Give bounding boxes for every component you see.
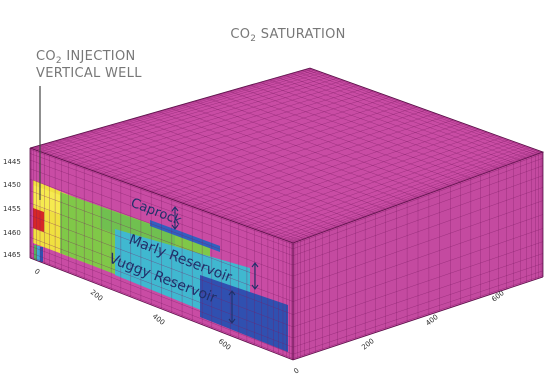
well-title-line1: CO2 INJECTION (36, 49, 136, 66)
grid-line (289, 150, 540, 242)
grid-line (293, 241, 543, 328)
grid-line (293, 263, 543, 348)
plume-red-zone (33, 208, 44, 232)
thickness-arrows (171, 206, 259, 324)
grid-line (293, 187, 543, 277)
front-axis-tick: 400 (151, 312, 166, 327)
grid-line (92, 87, 366, 171)
grid-line (211, 125, 472, 214)
grid-line (293, 165, 543, 256)
grid-line (30, 178, 293, 277)
grid-line (30, 149, 293, 245)
grid-line (293, 270, 543, 355)
grid-line (130, 99, 400, 185)
plume-blue-zone (200, 275, 288, 352)
plume-caprock-strip (150, 220, 220, 252)
well-strip-cyan (37, 246, 40, 261)
grid-line (84, 85, 359, 168)
grid-line (30, 159, 293, 256)
grid-line (293, 214, 543, 302)
grid-line (291, 151, 542, 243)
grid-line (286, 149, 538, 241)
grid-line (39, 70, 319, 152)
grid-line (30, 237, 293, 339)
well-title-line2: VERTICAL WELL (36, 66, 142, 81)
grid-line (273, 145, 526, 237)
grid-line (151, 106, 418, 193)
grid-line (68, 80, 345, 163)
grid-line (171, 113, 436, 200)
grid-line (293, 228, 543, 315)
grid-line (293, 253, 543, 339)
well-strip-blue (40, 247, 43, 262)
front-axis-tick: 600 (217, 337, 232, 352)
grid-line (246, 137, 503, 227)
well-strip-green (34, 245, 37, 260)
grid-line (44, 72, 323, 154)
grid-line (30, 226, 293, 328)
grid-line (293, 157, 543, 250)
grid-line (30, 256, 293, 359)
grid-line (293, 200, 543, 289)
grid-line (30, 168, 293, 266)
right-axis-tick: 0 (292, 367, 300, 376)
grid-line (30, 202, 293, 302)
grid-line (31, 68, 312, 149)
grid-line (101, 90, 374, 175)
depth-axis: 1445 1450 1455 1460 1465 (3, 158, 21, 259)
grid-line (30, 190, 293, 289)
front-axis-tick: 200 (89, 288, 104, 303)
grid-line (202, 122, 463, 211)
grid-line (30, 153, 293, 250)
grid-line (161, 109, 427, 196)
grid-line (55, 75, 333, 158)
grid-line (230, 131, 488, 221)
main-title: CO2 SATURATION (230, 27, 345, 44)
grid-line (61, 77, 338, 160)
depth-tick: 1460 (3, 229, 21, 237)
grid-line (293, 175, 543, 266)
grid-line (293, 275, 543, 359)
grid-line (192, 119, 454, 207)
depth-tick: 1445 (3, 158, 21, 166)
left-face-grid (30, 148, 293, 360)
grid-line (33, 68, 314, 150)
grid-line (221, 128, 480, 218)
grid-line (120, 96, 391, 182)
grid-line (181, 116, 445, 204)
grid-line (36, 69, 316, 151)
grid-line (238, 134, 496, 224)
right-face-grid (293, 152, 543, 360)
grid-line (76, 82, 351, 165)
right-axis-tick: 200 (360, 337, 375, 352)
grid-line (293, 153, 543, 245)
grid-line (111, 93, 382, 178)
grid-line (30, 252, 293, 355)
depth-tick: 1450 (3, 181, 21, 189)
grid-line (261, 141, 516, 232)
grid-line (267, 143, 521, 235)
block-edges (29, 67, 545, 361)
grid-line (254, 139, 509, 230)
grid-line (282, 148, 535, 240)
grid-line (140, 103, 409, 189)
depth-tick: 1455 (3, 205, 21, 213)
grid-line (30, 245, 293, 348)
grid-line (49, 73, 328, 156)
grid-line (278, 147, 531, 239)
depth-tick: 1465 (3, 251, 21, 259)
front-axis-tick: 0 (33, 267, 41, 276)
grid-line (30, 215, 293, 315)
